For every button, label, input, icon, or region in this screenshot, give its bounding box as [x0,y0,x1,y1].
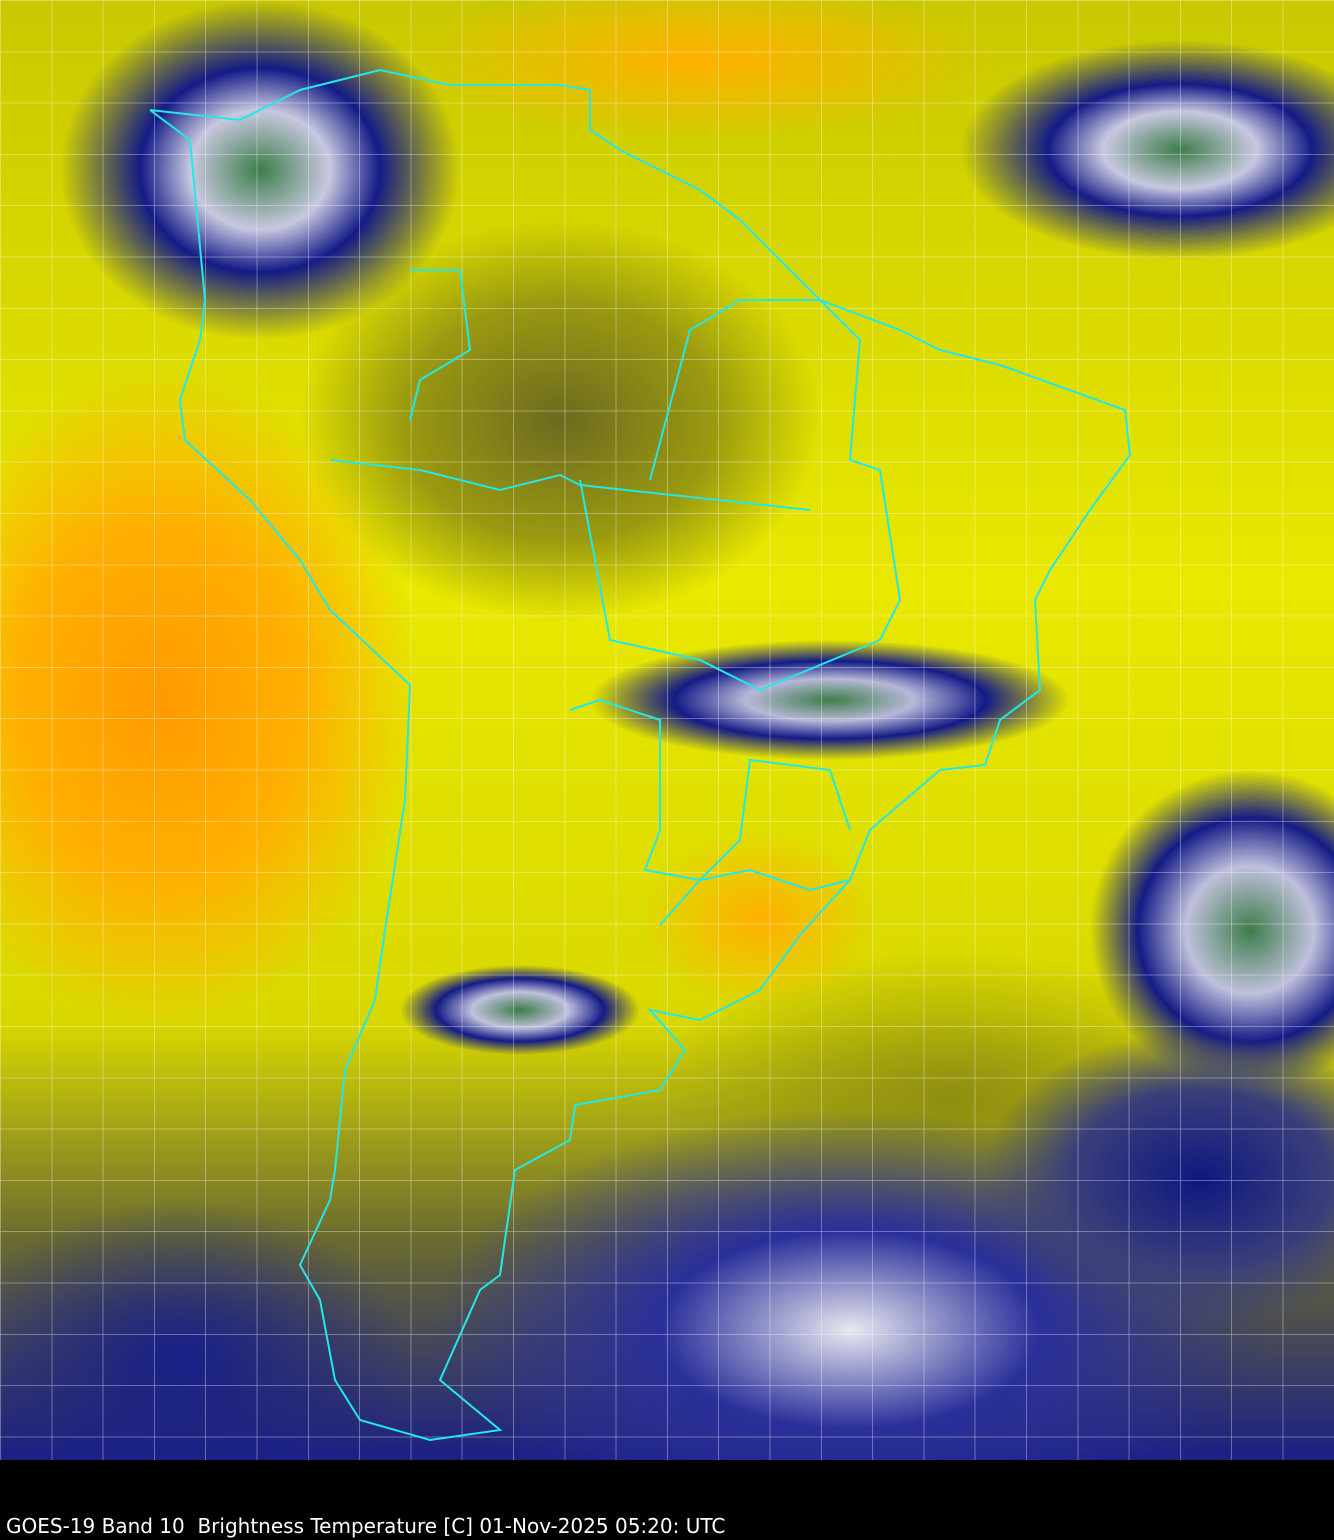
lat-lon-grid [0,0,1334,1460]
interior-border [579,299,902,692]
country-borders-overlay [149,68,1132,1442]
interior-border [659,868,851,926]
image-caption: GOES-19 Band 10 Brightness Temperature [… [6,1514,726,1538]
water-vapor-imagery [0,0,1334,1460]
interior-border [409,269,472,421]
interior-border [329,459,811,511]
interior-border [569,698,851,882]
south-america-coastline [149,68,1132,1442]
